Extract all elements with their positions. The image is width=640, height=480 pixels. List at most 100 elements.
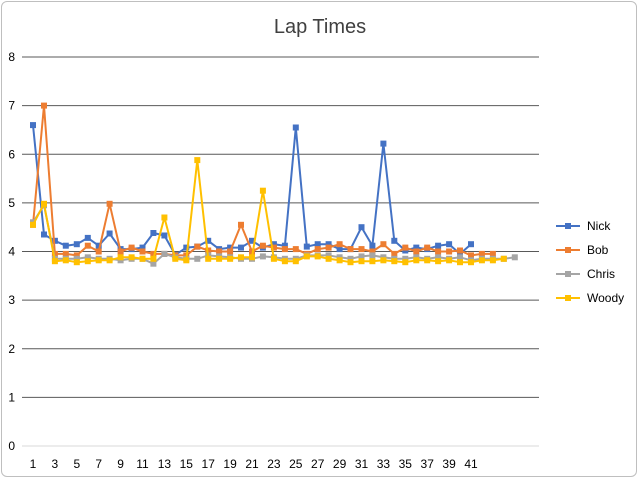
data-point <box>117 248 124 255</box>
data-point <box>402 244 409 251</box>
gridlines <box>22 56 539 447</box>
data-point <box>41 200 47 207</box>
data-point <box>249 254 255 261</box>
legend-label: Woody <box>587 291 624 305</box>
y-tick-label: 6 <box>8 147 15 161</box>
y-axis-ticks: 0 1 2 3 4 5 6 7 8 <box>8 50 15 453</box>
x-tick-label: 1 <box>30 457 37 471</box>
data-point <box>238 244 244 251</box>
data-point <box>369 248 376 255</box>
x-tick-label: 21 <box>245 457 259 471</box>
legend-item: Nick <box>556 219 611 233</box>
legend-item: Chris <box>556 267 615 281</box>
series-layer <box>30 102 518 267</box>
data-point <box>51 258 58 265</box>
data-point <box>216 255 223 262</box>
data-point <box>336 241 343 248</box>
x-tick-label: 17 <box>202 457 216 471</box>
data-point <box>128 244 135 251</box>
data-point <box>183 257 190 264</box>
data-point <box>369 258 376 265</box>
x-tick-label: 35 <box>399 457 413 471</box>
legend-marker <box>565 223 571 229</box>
x-tick-label: 25 <box>289 457 303 471</box>
legend-label: Chris <box>587 267 615 281</box>
data-point <box>358 224 365 231</box>
data-point <box>194 255 201 262</box>
data-point <box>457 254 463 261</box>
data-point <box>194 243 201 250</box>
data-point <box>227 255 234 262</box>
data-point <box>435 242 442 249</box>
data-point <box>446 241 453 248</box>
data-point <box>270 244 277 251</box>
data-point <box>468 259 474 266</box>
data-point <box>73 259 80 266</box>
y-tick-label: 2 <box>8 342 15 356</box>
data-point <box>270 241 277 248</box>
legend-marker <box>565 271 571 277</box>
data-point <box>73 241 80 248</box>
x-tick-label: 27 <box>311 457 325 471</box>
x-tick-label: 29 <box>333 457 347 471</box>
data-point <box>303 243 310 250</box>
data-point <box>325 241 332 248</box>
data-point <box>325 255 332 262</box>
data-point <box>73 252 80 259</box>
data-point <box>358 246 365 253</box>
series-woody <box>30 157 507 266</box>
data-point <box>41 231 47 238</box>
data-point <box>369 252 376 259</box>
data-point <box>336 257 343 264</box>
data-point <box>150 260 157 267</box>
data-point <box>468 241 474 248</box>
x-tick-label: 41 <box>464 457 478 471</box>
data-point <box>413 257 420 264</box>
data-point <box>369 242 376 249</box>
data-point <box>30 122 36 129</box>
data-point <box>478 257 485 264</box>
y-tick-label: 4 <box>8 245 15 259</box>
data-point <box>95 257 102 264</box>
data-point <box>358 253 365 260</box>
y-tick-label: 5 <box>8 196 15 210</box>
data-point <box>270 255 277 262</box>
data-point <box>95 248 102 255</box>
x-tick-label: 37 <box>421 457 435 471</box>
series-bob <box>30 102 496 259</box>
data-point <box>227 244 234 251</box>
x-tick-label: 9 <box>117 457 124 471</box>
x-tick-label: 23 <box>267 457 281 471</box>
data-point <box>205 255 212 262</box>
data-point <box>292 258 299 265</box>
data-point <box>73 255 80 262</box>
data-point <box>347 255 354 262</box>
data-point <box>457 247 463 254</box>
legend-label: Nick <box>587 219 611 233</box>
data-point <box>478 250 485 257</box>
data-point <box>216 248 223 255</box>
data-point <box>106 200 113 207</box>
data-point <box>292 124 299 131</box>
data-point <box>391 250 398 257</box>
data-point <box>489 257 496 264</box>
data-point <box>259 187 266 194</box>
data-point <box>172 255 179 262</box>
x-tick-label: 33 <box>377 457 391 471</box>
data-point <box>446 248 453 255</box>
data-point <box>84 242 91 249</box>
legend-label: Bob <box>587 243 609 257</box>
data-point <box>435 248 442 255</box>
data-point <box>314 253 321 260</box>
series-line <box>32 104 493 257</box>
legend-item: Woody <box>556 291 624 305</box>
data-point <box>489 250 496 257</box>
data-point <box>41 102 47 109</box>
data-point <box>380 241 387 248</box>
chart-title: Lap Times <box>274 16 366 38</box>
data-point <box>457 250 463 257</box>
x-tick-label: 7 <box>95 457 102 471</box>
x-tick-label: 19 <box>223 457 237 471</box>
data-point <box>84 254 91 261</box>
data-point <box>139 244 146 251</box>
